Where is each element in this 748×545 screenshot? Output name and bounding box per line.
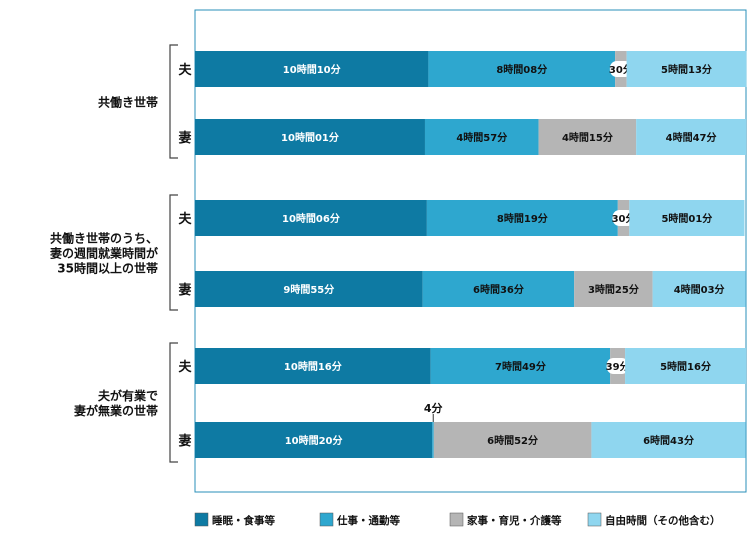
segment-label: 6時間43分: [643, 434, 694, 447]
group-label: 35時間以上の世帯: [57, 261, 158, 276]
group-bracket: [169, 194, 178, 311]
person-label: 妻: [178, 433, 191, 449]
person-label: 夫: [178, 359, 192, 375]
bar-segment: [433, 422, 592, 458]
segment-label: 8時間08分: [496, 63, 547, 76]
segment-label: 5時間16分: [660, 360, 711, 373]
segment-label: 4時間47分: [666, 131, 717, 144]
bar-segment: [428, 51, 616, 87]
bar-segment: [422, 271, 575, 307]
group-label: 夫が有業で: [97, 388, 158, 403]
segment-label: 4時間15分: [562, 131, 613, 144]
segment-label: 8時間19分: [497, 212, 548, 225]
bar-segment: [195, 51, 429, 87]
segment-label: 6時間36分: [473, 283, 524, 296]
legend-swatch: [319, 512, 334, 527]
segment-label: 5時間01分: [661, 212, 712, 225]
segment-label: 6時間52分: [487, 434, 538, 447]
legend-label: 睡眠・食事等: [212, 514, 275, 527]
segment-label-bg: [609, 61, 632, 77]
person-label: 妻: [178, 282, 191, 298]
bar-segment: [195, 119, 425, 155]
group-label: 妻が無業の世帯: [74, 403, 158, 418]
bar-segment: [629, 200, 745, 236]
bar-segment: [195, 422, 433, 458]
bar-segment: [626, 51, 747, 87]
segment-label: 4時間03分: [674, 283, 725, 296]
legend-swatch: [194, 512, 209, 527]
segment-label: 4分: [424, 401, 443, 415]
group-label: 共働き世帯のうち、: [50, 231, 158, 246]
segment-label: 10時間06分: [282, 212, 340, 225]
group-label: 共働き世帯: [98, 95, 158, 110]
segment-label-bg: [606, 358, 629, 374]
segment-label: 10時間01分: [281, 131, 339, 144]
bar-segment: [424, 119, 539, 155]
person-label: 夫: [178, 211, 192, 227]
segment-label: 5時間13分: [661, 63, 712, 76]
legend-label: 仕事・通勤等: [336, 514, 400, 527]
segment-label: 3時間25分: [588, 283, 639, 296]
bar-segment: [625, 348, 746, 384]
bar-segment: [591, 422, 746, 458]
bar-segment: [195, 200, 427, 236]
segment-label: 10時間16分: [284, 360, 342, 373]
segment-label: 10時間20分: [285, 434, 343, 447]
segment-label: 4時間57分: [456, 131, 507, 144]
bar-segment: [426, 200, 618, 236]
segment-label: 9時間55分: [283, 283, 334, 296]
group-bracket: [169, 44, 178, 159]
segment-label-bg: [612, 210, 635, 226]
bar-segment: [636, 119, 746, 155]
plot-frame: [194, 9, 747, 493]
segment-label: 39分: [606, 360, 630, 373]
legend-swatch: [449, 512, 464, 527]
group-bracket: [169, 342, 178, 463]
person-label: 夫: [178, 62, 192, 78]
bar-segment: [538, 119, 637, 155]
person-label: 妻: [178, 130, 191, 146]
bar-segment: [195, 271, 423, 307]
legend-swatch: [587, 512, 602, 527]
segment-label: 7時間49分: [495, 360, 546, 373]
bar-segment: [574, 271, 653, 307]
group-label: 妻の週間就業時間が: [50, 246, 158, 261]
bar-segment: [432, 422, 434, 458]
legend-label: 家事・育児・介護等: [467, 514, 562, 527]
bar-segment: [430, 348, 611, 384]
bar-segment: [652, 271, 746, 307]
legend-label: 自由時間（その他含む）: [605, 514, 721, 527]
bar-segment: [195, 348, 431, 384]
segment-label: 10時間10分: [283, 63, 341, 76]
